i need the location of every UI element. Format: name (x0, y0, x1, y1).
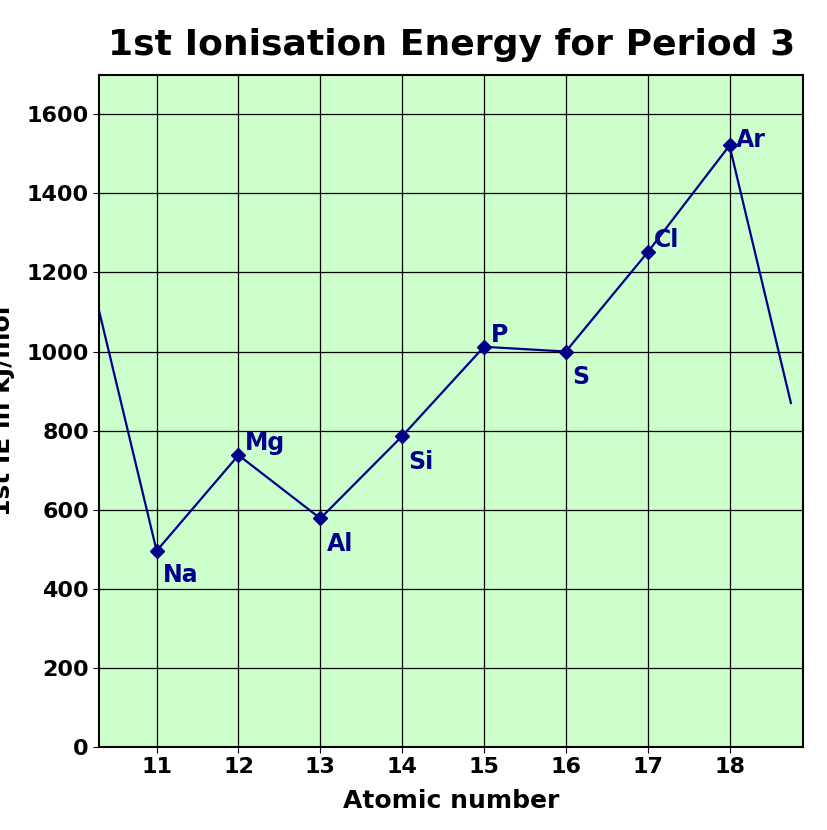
Text: Na: Na (163, 563, 198, 587)
Text: P: P (490, 323, 507, 347)
Y-axis label: 1st IE in kJ/mol: 1st IE in kJ/mol (0, 305, 16, 516)
Text: Ar: Ar (735, 128, 765, 152)
Text: Cl: Cl (653, 228, 679, 252)
Text: Si: Si (409, 450, 433, 474)
Title: 1st Ionisation Energy for Period 3: 1st Ionisation Energy for Period 3 (108, 28, 794, 62)
Text: Al: Al (327, 532, 353, 556)
Text: S: S (571, 365, 589, 389)
X-axis label: Atomic number: Atomic number (342, 788, 559, 813)
Text: Mg: Mg (245, 432, 285, 456)
